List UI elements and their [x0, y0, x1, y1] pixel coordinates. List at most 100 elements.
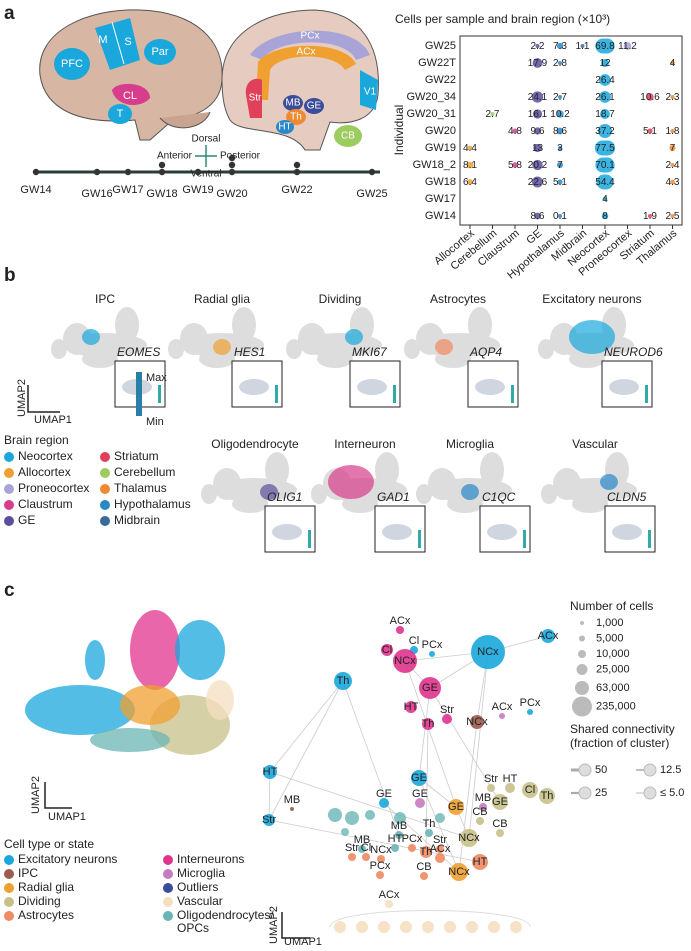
size-swatch [578, 650, 586, 658]
legend-title: Brain region [4, 433, 69, 447]
size-swatch [576, 664, 588, 675]
node-label: NCx [370, 844, 392, 856]
gene-name: OLIG1 [267, 490, 302, 504]
network-edge [458, 721, 478, 873]
node-label: ACx [379, 889, 400, 901]
cell-value: 2.4 [666, 160, 680, 171]
node-label: NCx [466, 716, 488, 728]
axis-label: UMAP1 [48, 811, 86, 823]
row-label: GW19 [425, 142, 456, 154]
node-label: MB [475, 792, 492, 804]
umap-cloud [130, 610, 180, 690]
node [415, 798, 425, 808]
network-edge [404, 660, 457, 808]
legend-label: Interneurons [177, 852, 244, 866]
axis-label: UMAP2 [30, 776, 42, 814]
cell-value: 13 [532, 143, 544, 154]
cell-value: 6.4 [463, 177, 477, 188]
timeline-label: GW14 [20, 184, 51, 196]
brain-region-label: T [117, 108, 124, 120]
direction-arrows [195, 145, 217, 167]
brain-region-label: CB [341, 131, 355, 142]
node-label: GE [422, 682, 438, 694]
node-label: Th [420, 846, 433, 858]
node-label: Th [541, 790, 554, 802]
row-label: GW17 [425, 193, 456, 205]
node [405, 701, 417, 713]
brain-region-label: PCx [301, 31, 320, 42]
timeline-dot [228, 154, 236, 162]
brain-region-label: PFC [61, 58, 83, 70]
network-edge [268, 680, 344, 821]
node [522, 782, 538, 798]
legend-label: Microglia [177, 866, 225, 880]
timeline-label: GW20 [216, 188, 247, 200]
cell-value: 1.8 [666, 126, 680, 137]
inset-colorbar [645, 385, 648, 403]
legend-swatch [4, 855, 14, 865]
node [505, 783, 515, 793]
timeline-label: GW16 [81, 188, 112, 200]
node-label: GE [376, 788, 392, 800]
node-label: Th [337, 675, 350, 687]
network-edge [468, 651, 489, 839]
brain-region-label: V1 [364, 87, 377, 98]
direction: Anterior [157, 151, 193, 162]
expression [82, 329, 100, 345]
node [422, 718, 434, 730]
direction: Posterior [220, 151, 261, 162]
bubble [558, 61, 562, 65]
node [290, 807, 294, 811]
node [510, 921, 522, 933]
cell-value: 9.6 [531, 126, 545, 137]
node [448, 799, 464, 815]
bubble [670, 214, 675, 218]
brain-region-label: ACx [297, 47, 316, 58]
cell-value: 2.3 [666, 92, 680, 103]
cell-value: 22.6 [528, 177, 548, 188]
row-label: GW25 [425, 40, 456, 52]
cell-value: 7.3 [553, 41, 567, 52]
expression [328, 465, 374, 499]
node-label: PCx [520, 697, 541, 709]
cell-value: 8.1 [463, 160, 477, 171]
row-label: GW20_31 [406, 108, 456, 120]
inset-blob [357, 379, 387, 395]
node [362, 853, 370, 861]
expression [435, 339, 453, 355]
node [391, 844, 399, 852]
network-edge [418, 777, 460, 873]
legend-label: Astrocytes [18, 908, 74, 922]
node [358, 845, 366, 853]
size-swatch [575, 681, 589, 695]
panel-letter: c [4, 580, 15, 601]
legend-label: Allocortex [18, 465, 71, 479]
bubble [596, 174, 614, 190]
node [379, 798, 389, 808]
bubble [646, 93, 654, 101]
bubble [580, 44, 585, 48]
node [263, 814, 275, 826]
node [394, 812, 406, 824]
expression [345, 329, 363, 345]
node [328, 808, 342, 822]
node [420, 846, 432, 858]
legend-title: Number of cells [570, 599, 653, 613]
cell-value: 11.2 [618, 41, 637, 52]
inset-blob [612, 524, 642, 540]
size-swatch [579, 635, 585, 642]
panel-letter: b [4, 265, 16, 286]
timeline-dot [158, 161, 166, 169]
cell-value: 4.4 [463, 143, 477, 154]
legend-label: Hypothalamus [114, 497, 191, 511]
node-label: HT [473, 856, 488, 868]
row-label: GW22T [418, 57, 456, 69]
node [435, 813, 445, 823]
node [396, 626, 404, 634]
node [472, 854, 488, 870]
bubble [602, 196, 608, 202]
size-label: 25,000 [596, 663, 630, 675]
cell-value: 12 [599, 58, 611, 69]
node-label: HT [404, 701, 419, 713]
timeline-dot [93, 168, 101, 176]
